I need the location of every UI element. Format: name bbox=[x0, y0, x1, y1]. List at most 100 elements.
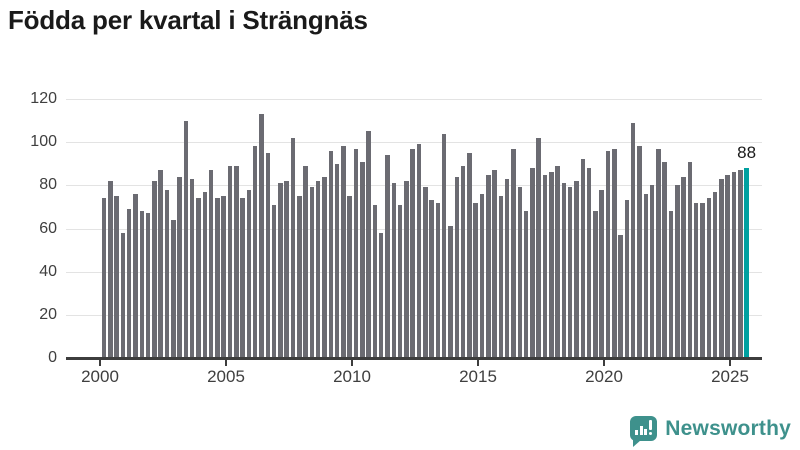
bar bbox=[504, 178, 510, 358]
y-axis-tick-label: 60 bbox=[39, 219, 57, 237]
bar bbox=[278, 183, 283, 358]
logo-exclamation-dot-icon bbox=[648, 432, 652, 435]
bar bbox=[404, 181, 409, 358]
logo-bar-icon bbox=[644, 429, 648, 435]
bar bbox=[397, 204, 403, 358]
x-axis-tick bbox=[225, 359, 227, 366]
bar bbox=[441, 133, 447, 358]
bar bbox=[479, 193, 485, 358]
bar bbox=[196, 198, 201, 358]
y-axis-tick-label: 20 bbox=[39, 305, 57, 323]
logo-exclamation-icon bbox=[648, 420, 652, 430]
bar bbox=[322, 176, 327, 358]
bar bbox=[656, 148, 661, 358]
bar bbox=[423, 187, 428, 358]
bar bbox=[259, 114, 264, 358]
bar bbox=[416, 144, 422, 358]
newsworthy-logo: Newsworthy bbox=[630, 416, 791, 447]
bar bbox=[668, 211, 674, 358]
x-axis-tick bbox=[351, 359, 353, 366]
bar bbox=[309, 187, 315, 358]
bar bbox=[542, 174, 548, 358]
bar bbox=[511, 148, 516, 358]
bar bbox=[448, 226, 453, 358]
bar bbox=[315, 181, 321, 358]
bar bbox=[574, 181, 579, 358]
x-axis-tick-label: 2010 bbox=[333, 367, 371, 386]
x-axis-tick bbox=[477, 359, 479, 366]
bar bbox=[731, 172, 737, 358]
bar bbox=[114, 196, 119, 358]
grid-line bbox=[66, 99, 762, 100]
highlighted-bar bbox=[744, 168, 749, 358]
bar bbox=[171, 219, 176, 358]
bar bbox=[234, 165, 239, 358]
bar bbox=[536, 137, 541, 358]
bar bbox=[347, 196, 352, 358]
bar bbox=[662, 161, 667, 358]
bar bbox=[567, 187, 573, 358]
x-axis-tick-label: 2000 bbox=[81, 367, 119, 386]
bar bbox=[202, 191, 208, 358]
bar bbox=[145, 213, 151, 358]
bar bbox=[297, 196, 302, 358]
bar bbox=[271, 204, 277, 358]
bar bbox=[378, 232, 384, 358]
bar bbox=[334, 163, 340, 358]
bar bbox=[706, 198, 712, 358]
y-axis-tick-label: 40 bbox=[39, 262, 57, 280]
bar bbox=[435, 202, 441, 358]
bar bbox=[133, 193, 138, 358]
bar bbox=[177, 176, 182, 358]
bar bbox=[385, 155, 390, 358]
bar bbox=[580, 159, 586, 358]
bar bbox=[183, 120, 189, 358]
bar bbox=[738, 170, 743, 358]
bar bbox=[618, 234, 623, 358]
bar bbox=[605, 150, 611, 358]
bar bbox=[530, 168, 535, 358]
bar bbox=[586, 168, 592, 358]
bar bbox=[221, 196, 226, 358]
bar bbox=[372, 204, 378, 358]
bar bbox=[693, 202, 699, 358]
logo-bar-icon bbox=[635, 430, 639, 435]
x-axis-tick-label: 2020 bbox=[585, 367, 623, 386]
bar bbox=[473, 202, 478, 358]
bar bbox=[208, 170, 214, 358]
bar bbox=[290, 137, 296, 358]
bar bbox=[492, 170, 497, 358]
bar bbox=[624, 200, 630, 358]
brand-name: Newsworthy bbox=[665, 416, 791, 440]
y-axis-tick-label: 0 bbox=[48, 349, 57, 366]
bar bbox=[265, 152, 271, 358]
bar bbox=[391, 183, 397, 358]
newsworthy-chart-bubble-icon bbox=[630, 416, 658, 447]
x-axis-tick-label: 2025 bbox=[711, 367, 749, 386]
bar bbox=[126, 209, 132, 358]
bar bbox=[429, 200, 434, 358]
bar bbox=[612, 148, 617, 358]
bar bbox=[152, 181, 157, 358]
bar bbox=[410, 148, 415, 358]
bar bbox=[561, 183, 567, 358]
bar bbox=[593, 211, 598, 358]
bar bbox=[101, 198, 107, 358]
bar bbox=[486, 174, 491, 358]
bar bbox=[687, 161, 693, 358]
bar bbox=[454, 176, 460, 358]
bar bbox=[341, 146, 346, 358]
bar bbox=[139, 211, 145, 358]
bar bbox=[719, 178, 724, 358]
x-axis-line bbox=[66, 357, 762, 360]
bar bbox=[700, 202, 705, 358]
bar bbox=[523, 211, 529, 358]
bar bbox=[599, 189, 604, 358]
bar bbox=[725, 174, 730, 358]
bar bbox=[643, 193, 649, 358]
bar bbox=[246, 189, 252, 358]
x-axis-tick-label: 2015 bbox=[459, 367, 497, 386]
bar bbox=[120, 232, 126, 358]
x-axis-tick bbox=[603, 359, 605, 366]
